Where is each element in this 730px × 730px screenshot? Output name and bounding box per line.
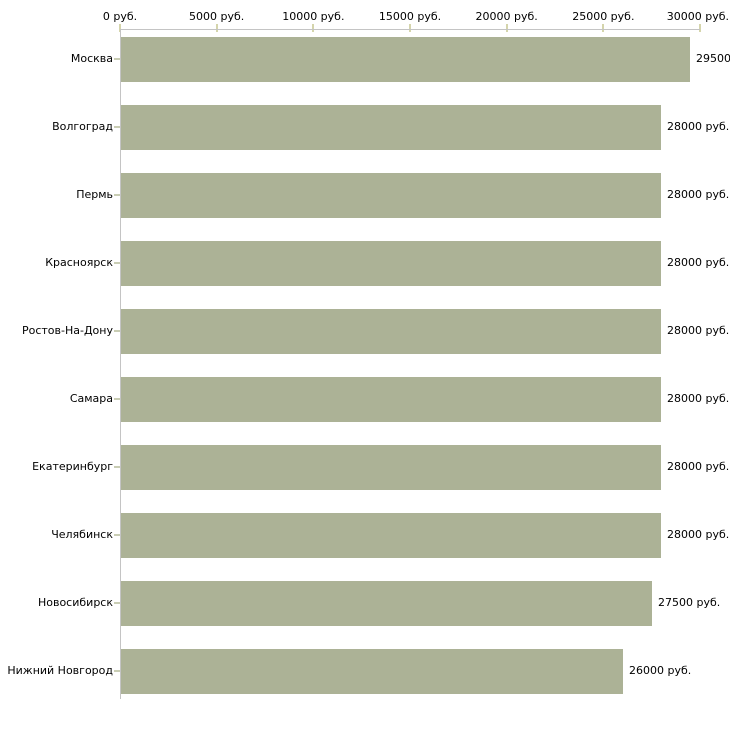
category-label: Красноярск xyxy=(45,256,113,269)
x-axis-tick-label: 10000 руб. xyxy=(282,10,345,23)
category-label: Екатеринбург xyxy=(32,460,113,473)
category-label: Ростов-На-Дону xyxy=(21,324,113,337)
bar xyxy=(121,649,623,694)
x-axis-tick-label: 0 руб. xyxy=(102,10,138,23)
x-axis-tick-mark xyxy=(602,24,604,32)
bar xyxy=(121,173,661,218)
category-label: Самара xyxy=(69,392,113,405)
x-axis-tick-label: 15000 руб. xyxy=(378,10,442,23)
bar xyxy=(121,377,661,422)
x-axis-tick-label: 20000 руб. xyxy=(475,10,538,23)
bar xyxy=(121,445,661,490)
bar-value-label: 28000 руб. xyxy=(667,256,730,269)
x-axis-tick-label: 30000 руб. xyxy=(666,10,729,23)
bar xyxy=(121,309,661,354)
x-axis-tick-mark xyxy=(506,24,508,32)
bar xyxy=(121,581,652,626)
category-label: Нижний Новгород xyxy=(7,664,113,677)
bar xyxy=(121,241,661,286)
category-tick-mark xyxy=(114,670,120,672)
bar-value-label: 29500 xyxy=(696,52,730,65)
category-label: Челябинск xyxy=(51,528,113,541)
bar xyxy=(121,513,661,558)
bar-value-label: 28000 руб. xyxy=(667,188,730,201)
category-tick-mark xyxy=(114,262,120,264)
bar-value-label: 28000 руб. xyxy=(667,324,730,337)
x-axis-tick-mark xyxy=(119,24,121,32)
bar xyxy=(121,105,661,150)
x-axis-tick-mark xyxy=(409,24,411,32)
y-axis-line xyxy=(120,29,121,699)
category-label: Москва xyxy=(70,52,113,65)
x-axis-tick-label: 5000 руб. xyxy=(189,10,245,23)
category-tick-mark xyxy=(114,602,120,604)
bar-value-label: 28000 руб. xyxy=(667,528,730,541)
category-tick-mark xyxy=(114,398,120,400)
category-label: Волгоград xyxy=(52,120,113,133)
category-label: Пермь xyxy=(76,188,113,201)
x-axis-tick-mark xyxy=(216,24,218,32)
bar xyxy=(121,37,690,82)
category-tick-mark xyxy=(114,466,120,468)
category-tick-mark xyxy=(114,534,120,536)
category-tick-mark xyxy=(114,126,120,128)
x-axis-tick-mark xyxy=(699,24,701,32)
category-tick-mark xyxy=(114,194,120,196)
bar-value-label: 28000 руб. xyxy=(667,120,730,133)
category-tick-mark xyxy=(114,330,120,332)
x-axis-tick-mark xyxy=(312,24,314,32)
bar-value-label: 26000 руб. xyxy=(629,664,692,677)
bar-value-label: 28000 руб. xyxy=(667,460,730,473)
category-tick-mark xyxy=(114,58,120,60)
bar-value-label: 28000 руб. xyxy=(667,392,730,405)
x-axis-line xyxy=(120,29,700,30)
category-label: Новосибирск xyxy=(37,596,113,609)
bar-value-label: 27500 руб. xyxy=(658,596,721,609)
x-axis-tick-label: 25000 руб. xyxy=(572,10,635,23)
